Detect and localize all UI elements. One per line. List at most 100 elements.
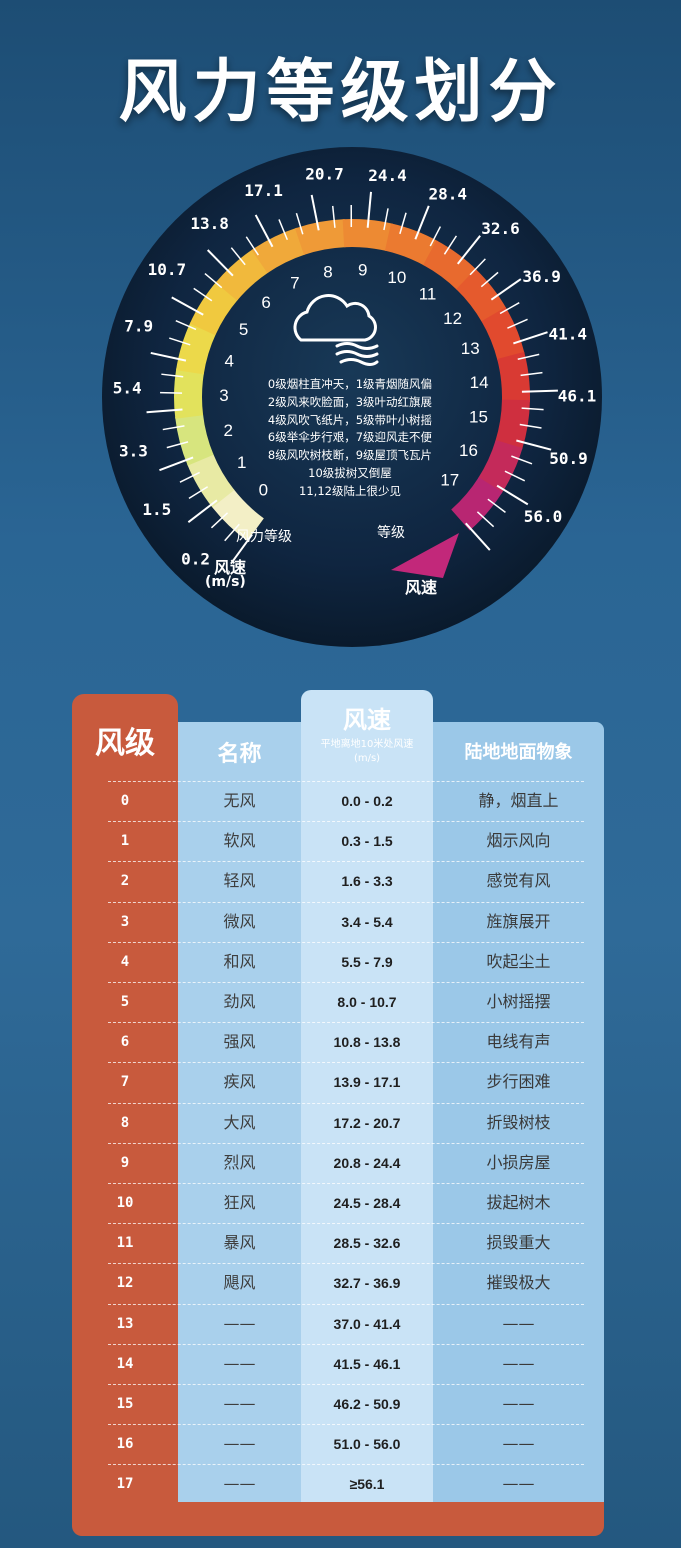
- cell-name: ——: [223, 1434, 256, 1454]
- header-speed-subtitle: 平地离地10米处风速 (m/s): [301, 738, 433, 766]
- row-separator: [108, 1022, 584, 1024]
- gauge-level-tick-label: 12: [443, 309, 462, 328]
- cell-land: 吹起尘土: [486, 951, 551, 971]
- gauge-speed-tick-label: 17.1: [244, 181, 283, 200]
- cell-land: 静，烟直上: [478, 791, 559, 810]
- gauge-level-tick-label: 17: [440, 471, 459, 490]
- cell-speed: 0.3 - 1.5: [341, 833, 393, 850]
- gauge-arc-segment: [295, 219, 346, 255]
- table-row: 8 大风 17.2 - 20.7 折毁树枝: [72, 1102, 604, 1143]
- cell-level: 12: [116, 1275, 134, 1292]
- gauge-tick: [310, 194, 320, 231]
- cell-speed: 10.8 - 13.8: [333, 1034, 401, 1051]
- gauge-level-tick-label: 5: [239, 320, 248, 339]
- cell-level: 8: [120, 1114, 130, 1131]
- row-separator: [108, 1223, 584, 1225]
- table-row: 9 烈风 20.8 - 24.4 小损房屋: [72, 1142, 604, 1183]
- row-separator: [108, 1343, 584, 1345]
- cell-level: 16: [116, 1436, 134, 1453]
- gauge-arc-segment: [497, 351, 530, 402]
- header-level: 风级: [95, 726, 155, 761]
- gauge-tick: [499, 302, 520, 315]
- gauge-speed-tick-label: 50.9: [549, 449, 588, 468]
- table-row: 5 劲风 8.0 - 10.7 小树摇摆: [72, 982, 604, 1022]
- table-row: 16 —— 51.0 - 56.0 ——: [72, 1424, 604, 1464]
- table-row: 2 轻风 1.6 - 3.3 感觉有风: [72, 861, 604, 901]
- gauge-level-label: 风力等级: [236, 529, 292, 545]
- gauge-arc-segment: [451, 477, 503, 531]
- gauge-level-tick-label: 16: [459, 441, 478, 460]
- gauge-description-line: 2级风来吹脸面，3级叶动红旗展: [267, 394, 433, 409]
- table-row: 6 强风 10.8 - 13.8 电线有声: [72, 1022, 604, 1062]
- gauge-tick: [224, 523, 240, 542]
- gauge-arc-segment: [456, 268, 507, 323]
- cell-land: 损毁重大: [486, 1233, 551, 1253]
- cell-level: 15: [116, 1396, 134, 1412]
- gauge-speed-tick-label: 7.9: [124, 317, 153, 336]
- gauge-level-tick-label: 2: [224, 421, 233, 440]
- cell-speed: 46.2 - 50.9: [333, 1396, 401, 1412]
- table-row: 14 —— 41.5 - 46.1 ——: [72, 1343, 604, 1384]
- cell-speed: 5.5 - 7.9: [341, 953, 393, 970]
- cell-level: 17: [116, 1476, 134, 1493]
- cell-level: 7: [120, 1074, 130, 1091]
- header-speed: 风速: [343, 706, 391, 734]
- gauge-tick: [230, 247, 246, 266]
- table-row: 4 和风 5.5 - 7.9 吹起尘土: [72, 941, 604, 982]
- row-separator: [108, 861, 584, 863]
- cell-name: ——: [223, 1394, 256, 1413]
- cell-level: 4: [120, 953, 130, 970]
- cell-level: 10: [116, 1195, 134, 1211]
- gauge-arc-segment: [176, 321, 216, 375]
- gauge-tick: [511, 455, 533, 465]
- gauge-tick: [520, 371, 543, 377]
- gauge-tick: [465, 522, 491, 551]
- cell-speed: 37.0 - 41.4: [333, 1315, 401, 1332]
- cell-speed: 20.8 - 24.4: [333, 1154, 401, 1171]
- cell-speed: ≥56.1: [349, 1476, 385, 1493]
- gauge-tick: [331, 205, 336, 228]
- cell-speed: 0.0 - 0.2: [341, 793, 393, 809]
- gauge-speed-tick-label: 32.6: [481, 219, 520, 238]
- gauge-tick: [414, 205, 430, 240]
- speed-column: [301, 690, 433, 1502]
- gauge-tick: [254, 214, 274, 248]
- row-separator: [108, 901, 584, 903]
- gauge-tick: [490, 278, 522, 301]
- cell-name: 大风: [223, 1112, 256, 1132]
- cell-land: 拔起树木: [486, 1193, 551, 1212]
- row-separator: [108, 1424, 584, 1426]
- gauge-tick: [383, 208, 389, 231]
- cell-land: 摧毁极大: [486, 1273, 551, 1293]
- gauge-speed-tick-label: 5.4: [113, 379, 142, 398]
- cell-land: ——: [502, 1313, 535, 1333]
- cell-name: ——: [223, 1313, 256, 1333]
- gauge-level-tick-label: 4: [225, 352, 234, 371]
- cell-speed: 41.5 - 46.1: [333, 1355, 401, 1372]
- cell-speed: 32.7 - 36.9: [333, 1275, 401, 1292]
- gauge-level-tick-label: 3: [219, 386, 228, 405]
- gauge-arrow: [391, 533, 459, 578]
- gauge-speed-tick-label: 46.1: [558, 387, 597, 406]
- gauge-arc-segment: [189, 281, 239, 336]
- gauge-arc-segment: [495, 399, 530, 450]
- gauge-tick: [517, 353, 540, 360]
- gauge-tick: [399, 212, 407, 235]
- header-land: 陆地地面物象: [464, 742, 573, 763]
- table-row: 10 狂风 24.5 - 28.4 拔起树木: [72, 1183, 604, 1223]
- gauge-tick: [507, 318, 528, 329]
- gauge-tick: [516, 439, 552, 451]
- table-row: 15 —— 46.2 - 50.9 ——: [72, 1384, 604, 1424]
- gauge-speed-tick-label: 28.4: [429, 184, 468, 203]
- gauge-arc-segment: [481, 307, 525, 361]
- header-name: 名称: [217, 742, 262, 767]
- gauge-speed-tick-label: 36.9: [522, 267, 561, 286]
- cell-name: 轻风: [223, 871, 256, 891]
- name-column: [178, 722, 301, 1502]
- cell-name: 和风: [223, 951, 256, 971]
- cell-land: ——: [502, 1434, 535, 1454]
- cell-level: 1: [120, 833, 130, 850]
- gauge-level-label-right: 等级: [377, 525, 405, 541]
- gauge-tick: [166, 441, 189, 449]
